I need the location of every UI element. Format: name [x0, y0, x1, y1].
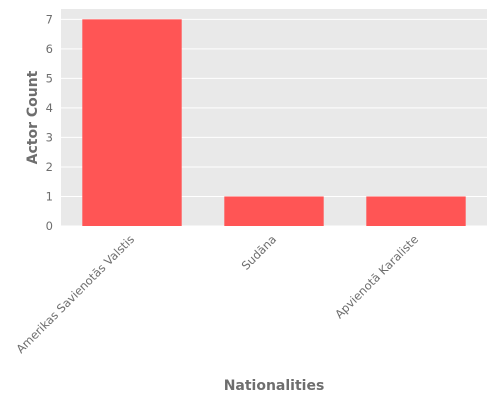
bars: [82, 19, 466, 227]
y-tick-label: 5: [46, 71, 53, 85]
y-tick-label: 1: [46, 189, 53, 203]
y-axis-title: Actor Count: [25, 70, 41, 164]
y-tick-label: 0: [46, 219, 53, 233]
x-tick-label: Apvienotā Karaliste: [332, 232, 421, 321]
y-tick-label: 3: [46, 130, 53, 144]
x-tick-label: Sudāna: [239, 232, 280, 273]
y-tick-labels: 0 1 2 3 4 5 6 7: [46, 12, 53, 233]
x-tick-label: Amerikas Savienotās Valstis: [13, 232, 137, 356]
y-tick-label: 7: [46, 12, 53, 26]
bar: [82, 19, 182, 227]
y-tick-label: 2: [46, 160, 53, 174]
bar: [224, 196, 324, 226]
bar: [366, 196, 466, 226]
y-tick-label: 6: [46, 42, 53, 56]
x-tick-labels: Amerikas Savienotās Valstis Sudāna Apvieno…: [13, 232, 421, 356]
x-axis-title: Nationalities: [224, 378, 325, 394]
y-tick-label: 4: [46, 101, 53, 115]
